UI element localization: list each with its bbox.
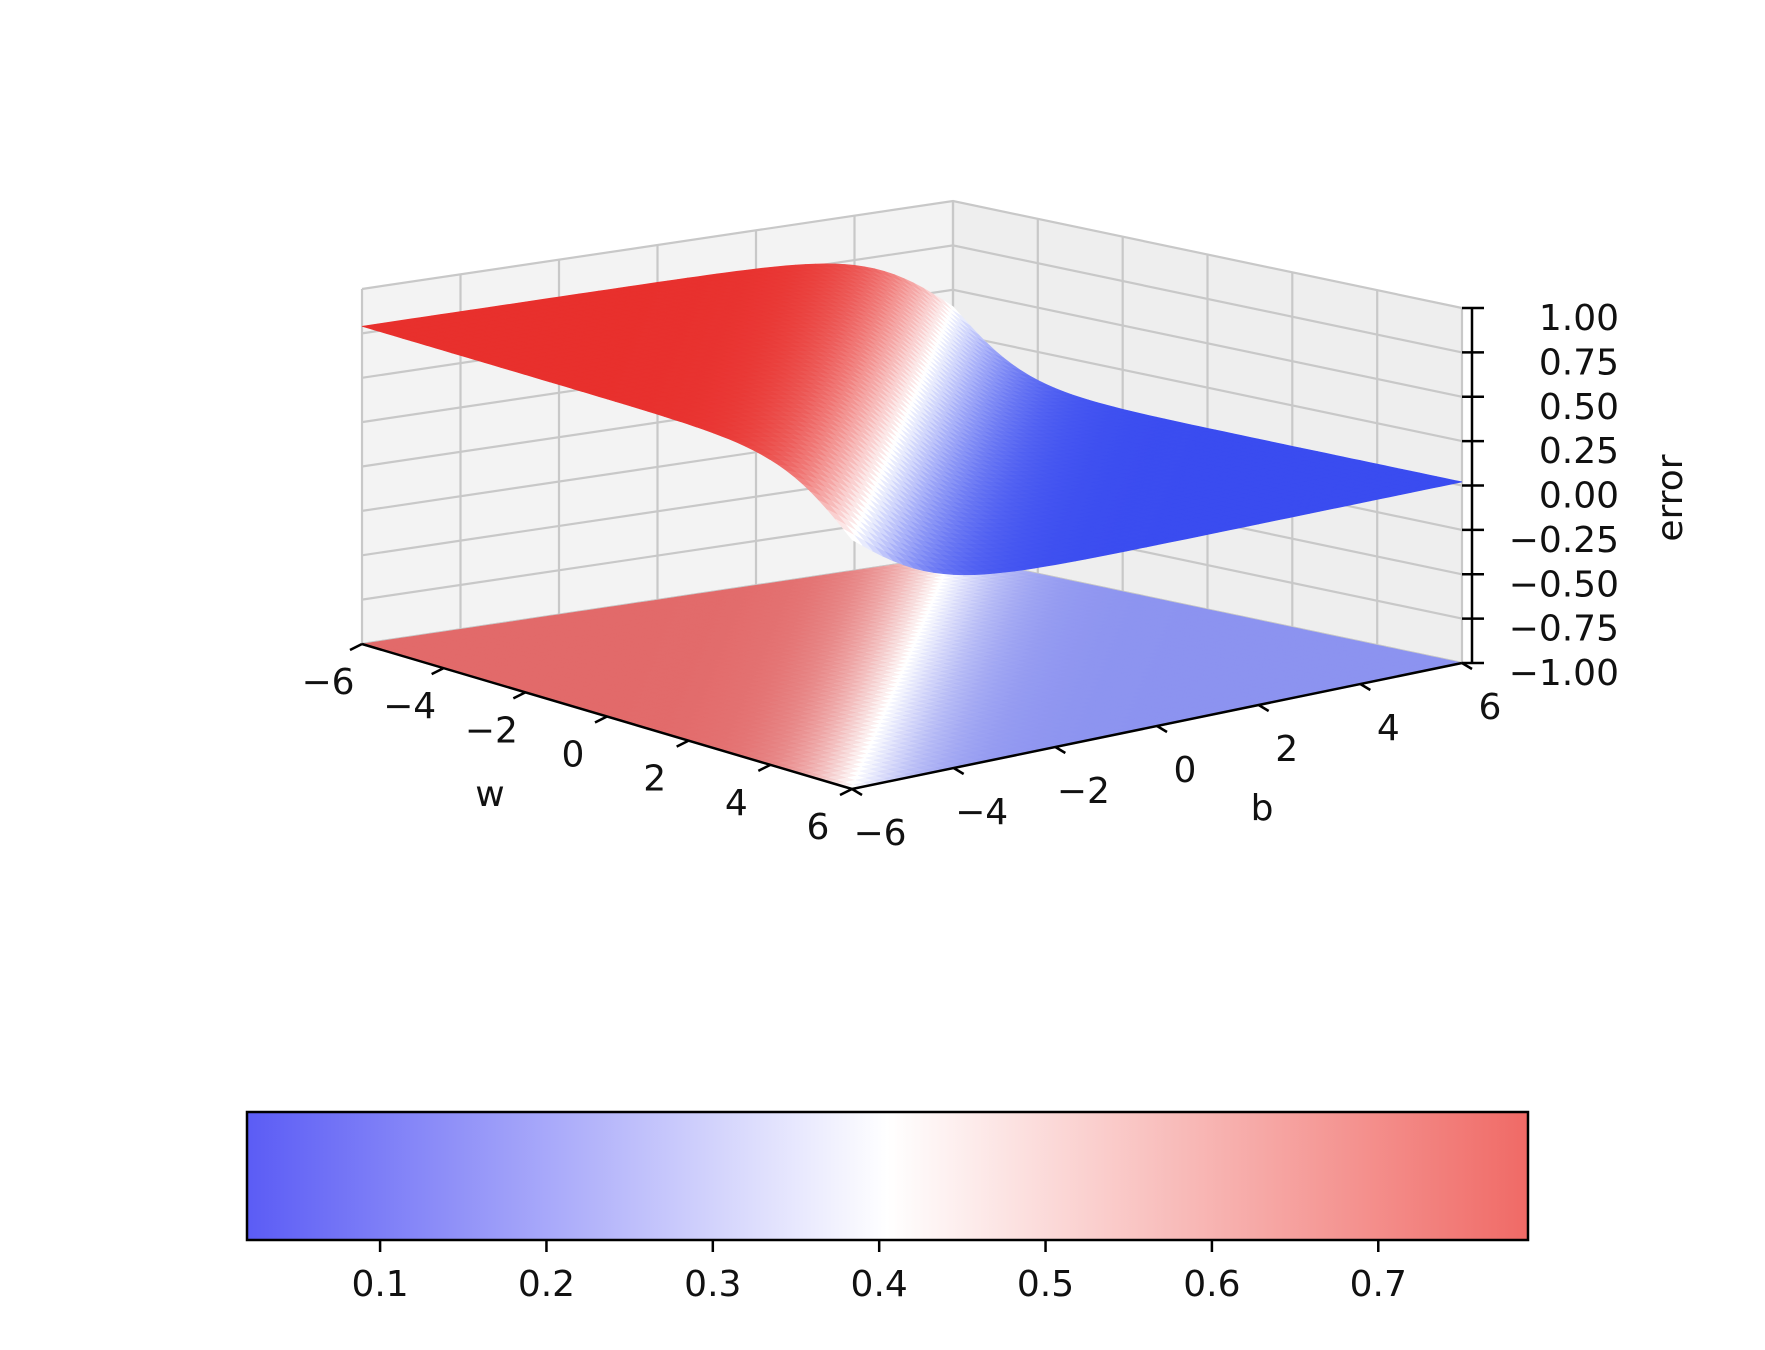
grid-line-z [361, 199, 1463, 310]
projection-layer [361, 555, 1463, 790]
